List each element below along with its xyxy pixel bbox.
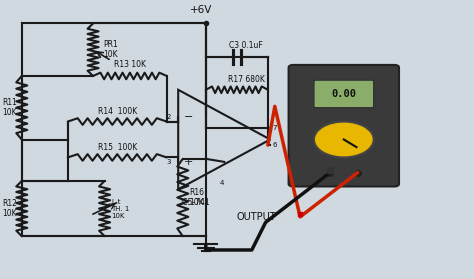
Text: PR1
10K: PR1 10K [103, 40, 118, 59]
Text: 2: 2 [167, 114, 171, 120]
Text: −: − [184, 112, 193, 122]
Text: R11
10K: R11 10K [2, 98, 17, 117]
Text: IC5-741: IC5-741 [181, 198, 210, 206]
Text: R13 10K: R13 10K [114, 60, 146, 69]
Text: R12
10K: R12 10K [2, 199, 17, 218]
Text: 3: 3 [167, 159, 171, 165]
Circle shape [314, 122, 374, 157]
FancyBboxPatch shape [314, 80, 374, 108]
Text: R17 680K: R17 680K [228, 75, 264, 84]
Text: +: + [184, 157, 193, 167]
Text: J -t
TH. 1
10K: J -t TH. 1 10K [111, 199, 130, 218]
Text: R16
10K: R16 10K [190, 188, 205, 207]
Text: OUTPUT: OUTPUT [237, 212, 276, 222]
Text: R14  100K: R14 100K [98, 107, 137, 116]
Text: 6: 6 [273, 142, 277, 148]
FancyBboxPatch shape [289, 65, 399, 186]
Text: 4: 4 [219, 181, 224, 186]
Text: 0.00: 0.00 [331, 89, 356, 99]
Text: +6V: +6V [190, 5, 212, 15]
Text: 7: 7 [273, 126, 277, 131]
Text: R15  100K: R15 100K [98, 143, 137, 152]
Text: C3 0.1uF: C3 0.1uF [229, 41, 263, 50]
